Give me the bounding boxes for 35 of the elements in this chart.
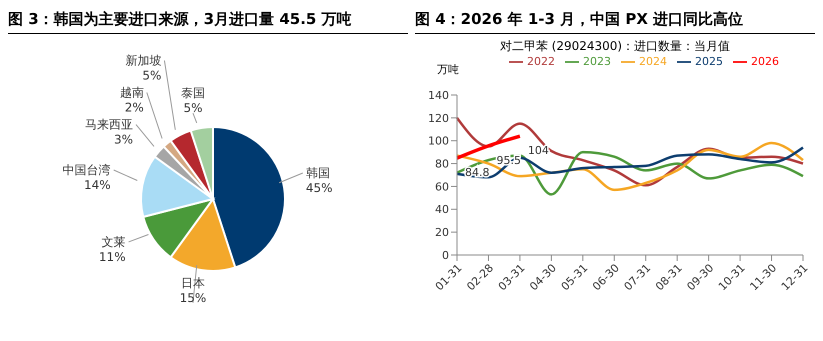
slice-label: 马来西亚	[84, 118, 133, 132]
data-label: 14%	[84, 178, 111, 192]
legend-label: 2024	[639, 55, 667, 68]
data-label: 45%	[306, 180, 332, 195]
y-tick-label: 20	[435, 226, 449, 240]
y-tick-label: 60	[435, 180, 449, 194]
data-label: 5%	[142, 68, 162, 83]
chart-title: 图 4：2026 年 1-3 月，中国 PX 进口同比高位	[415, 8, 815, 34]
slice-label: 韩国	[306, 166, 330, 180]
y-tick-label: 80	[435, 157, 449, 170]
data-label: 104	[528, 144, 549, 158]
y-tick-label: 40	[435, 203, 449, 216]
slice-label: 文莱	[102, 234, 126, 249]
chart-subtitle: 对二甲苯 (29024300)：进口数量：当月值	[498, 38, 732, 55]
legend-label: 2025	[695, 55, 723, 68]
y-tick-label: 0	[442, 248, 449, 262]
legend-label: 2023	[583, 55, 611, 68]
y-tick-label: 120	[428, 112, 449, 125]
chart-title: 图 3：韩国为主要进口来源，3月进口量 45.5 万吨	[8, 8, 408, 34]
y-tick-label: 140	[428, 88, 449, 102]
data-label: 15%	[180, 290, 206, 305]
y-axis-title: 万吨	[437, 62, 459, 77]
slice-label: 日本	[180, 276, 205, 290]
slice-label: 越南	[120, 86, 144, 100]
slice-label: 泰国	[180, 86, 205, 100]
data-label: 11%	[98, 250, 126, 264]
y-tick-label: 100	[428, 134, 449, 148]
legend-label: 2026	[751, 55, 779, 68]
slice-label: 中国台湾	[62, 163, 111, 178]
line-series	[456, 146, 804, 179]
data-label: 5%	[183, 101, 203, 116]
data-label: 3%	[114, 132, 133, 147]
legend-label: 2022	[527, 55, 555, 68]
data-label: 2%	[124, 100, 144, 115]
slice-label: 新加坡	[125, 54, 162, 68]
